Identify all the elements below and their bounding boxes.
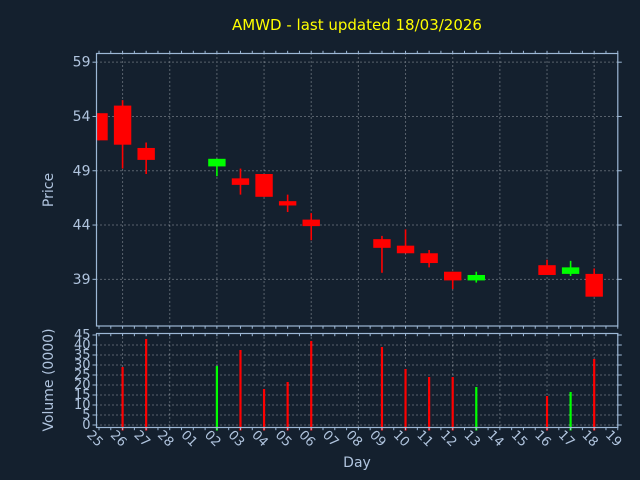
day-tick-label: 17 bbox=[555, 428, 577, 450]
day-tick-label: 26 bbox=[107, 428, 129, 450]
day-tick-label: 27 bbox=[130, 428, 152, 450]
candle-body-down bbox=[396, 245, 415, 254]
candle-body-down bbox=[373, 239, 391, 248]
candle-body-down bbox=[420, 253, 438, 264]
day-tick-label: 14 bbox=[484, 428, 506, 450]
day-tick-label: 01 bbox=[178, 428, 200, 450]
volume-tick-label: 5 bbox=[82, 408, 90, 423]
volume-bar-up bbox=[475, 387, 478, 431]
day-tick-label: 08 bbox=[343, 428, 365, 450]
volume-bar-down bbox=[380, 347, 384, 431]
volume-bar-down bbox=[239, 350, 242, 431]
volume-bar-down bbox=[286, 382, 289, 431]
price-tick-label: 49 bbox=[73, 163, 91, 179]
candle-body-down bbox=[444, 271, 462, 281]
candle-body-down bbox=[137, 147, 155, 160]
volume-bar-up bbox=[569, 392, 572, 431]
candle-body-up bbox=[208, 158, 226, 167]
day-tick-label: 06 bbox=[296, 428, 318, 450]
volume-tick-label: 10 bbox=[74, 398, 91, 413]
day-tick-label: 02 bbox=[201, 428, 223, 450]
day-axis-label: Day bbox=[343, 455, 371, 471]
price-tick-label: 59 bbox=[73, 55, 91, 71]
volume-bar-down bbox=[121, 367, 124, 431]
day-tick-label: 28 bbox=[154, 428, 176, 450]
day-tick-label: 16 bbox=[531, 428, 553, 450]
volume-bar-down bbox=[404, 369, 407, 431]
candle-body-down bbox=[255, 174, 273, 197]
day-tick-label: 18 bbox=[579, 428, 601, 450]
day-tick-label: 13 bbox=[461, 428, 483, 450]
volume-panel-spines bbox=[95, 332, 619, 429]
candle-body-down bbox=[585, 273, 603, 297]
price-tick-label: 44 bbox=[73, 218, 91, 234]
day-tick-label: 03 bbox=[225, 428, 247, 450]
volume-bars bbox=[121, 339, 596, 431]
price-tick-label: 54 bbox=[73, 109, 91, 125]
volume-tick-label: 30 bbox=[74, 358, 91, 373]
day-tick-label: 07 bbox=[319, 428, 341, 450]
volume-bar-down bbox=[451, 377, 454, 431]
volume-tick-label: 0 bbox=[82, 418, 90, 433]
day-tick-label: 04 bbox=[248, 428, 270, 450]
volume-bar-down bbox=[428, 377, 431, 431]
day-tick-label: 19 bbox=[602, 428, 624, 450]
volume-bar-up bbox=[215, 366, 218, 431]
candle-body-down bbox=[113, 105, 132, 145]
volume-tick-label: 25 bbox=[74, 368, 91, 383]
volume-tick-label: 45 bbox=[74, 328, 91, 343]
volume-bar-down bbox=[262, 389, 266, 431]
volume-bar-down bbox=[310, 341, 313, 431]
candle-body-up bbox=[467, 274, 485, 281]
candle-body-down bbox=[231, 178, 250, 185]
price-panel-spines bbox=[95, 52, 619, 327]
day-tick-label: 09 bbox=[366, 428, 388, 450]
day-tick-label: 12 bbox=[437, 428, 459, 450]
candle-body-down bbox=[278, 201, 297, 206]
candle-body-down bbox=[302, 219, 320, 227]
volume-tick-label: 20 bbox=[74, 378, 91, 393]
volume-bar-down bbox=[593, 359, 596, 431]
day-tick-label: 10 bbox=[390, 428, 412, 450]
candle-body-up bbox=[561, 267, 580, 274]
volume-bar-down bbox=[145, 339, 148, 431]
candle-body-down bbox=[538, 265, 556, 275]
volume-bar-down bbox=[545, 396, 549, 431]
volume-tick-label: 40 bbox=[74, 338, 91, 353]
price-tick-label: 39 bbox=[73, 272, 91, 288]
gridlines bbox=[96, 53, 618, 428]
candle-body-down bbox=[96, 113, 108, 141]
candles bbox=[96, 100, 603, 297]
volume-tick-label: 35 bbox=[74, 348, 91, 363]
day-tick-label: 15 bbox=[508, 428, 530, 450]
volume-tick-label: 15 bbox=[74, 388, 91, 403]
day-tick-label: 05 bbox=[272, 428, 294, 450]
tick-marks bbox=[92, 50, 622, 431]
spines bbox=[95, 52, 619, 429]
chart-title: AMWD - last updated 18/03/2026 bbox=[232, 16, 482, 34]
day-tick-label: 11 bbox=[413, 428, 435, 450]
